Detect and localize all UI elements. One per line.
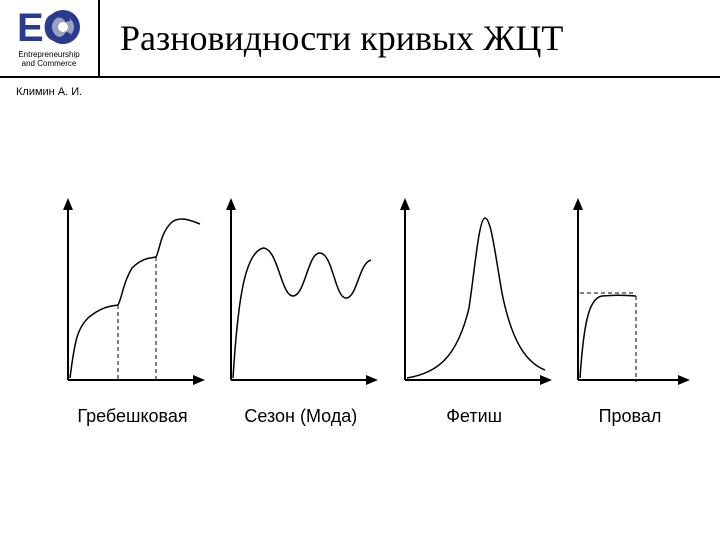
chart-svg	[397, 198, 552, 388]
logo-caption: Entrepreneurship and Commerce	[18, 51, 79, 69]
chart-3: Провал	[570, 198, 690, 427]
logo-caption-line2: and Commerce	[22, 59, 77, 68]
logo: E C Entrepreneurship and Commerce	[0, 0, 100, 77]
page-title: Разновидности кривых ЖЦТ	[100, 17, 720, 59]
chart-2: Фетиш	[397, 198, 552, 427]
chart-svg	[223, 198, 378, 388]
chart-1: Сезон (Мода)	[223, 198, 378, 427]
author: Климин А. И.	[0, 78, 720, 98]
svg-text:C: C	[43, 7, 72, 49]
svg-text:E: E	[17, 7, 44, 49]
chart-0: Гребешковая	[60, 198, 205, 427]
chart-label: Сезон (Мода)	[244, 406, 357, 427]
chart-label: Провал	[599, 406, 662, 427]
header: E C Entrepreneurship and Commerce Разнов…	[0, 0, 720, 78]
logo-icon: E C	[17, 7, 81, 49]
logo-caption-line1: Entrepreneurship	[18, 50, 79, 59]
chart-svg	[60, 198, 205, 388]
chart-label: Фетиш	[446, 406, 502, 427]
chart-svg	[570, 198, 690, 388]
chart-label: Гребешковая	[77, 406, 187, 427]
charts-row: Гребешковая Сезон (Мода) Фетиш Провал	[0, 98, 720, 427]
